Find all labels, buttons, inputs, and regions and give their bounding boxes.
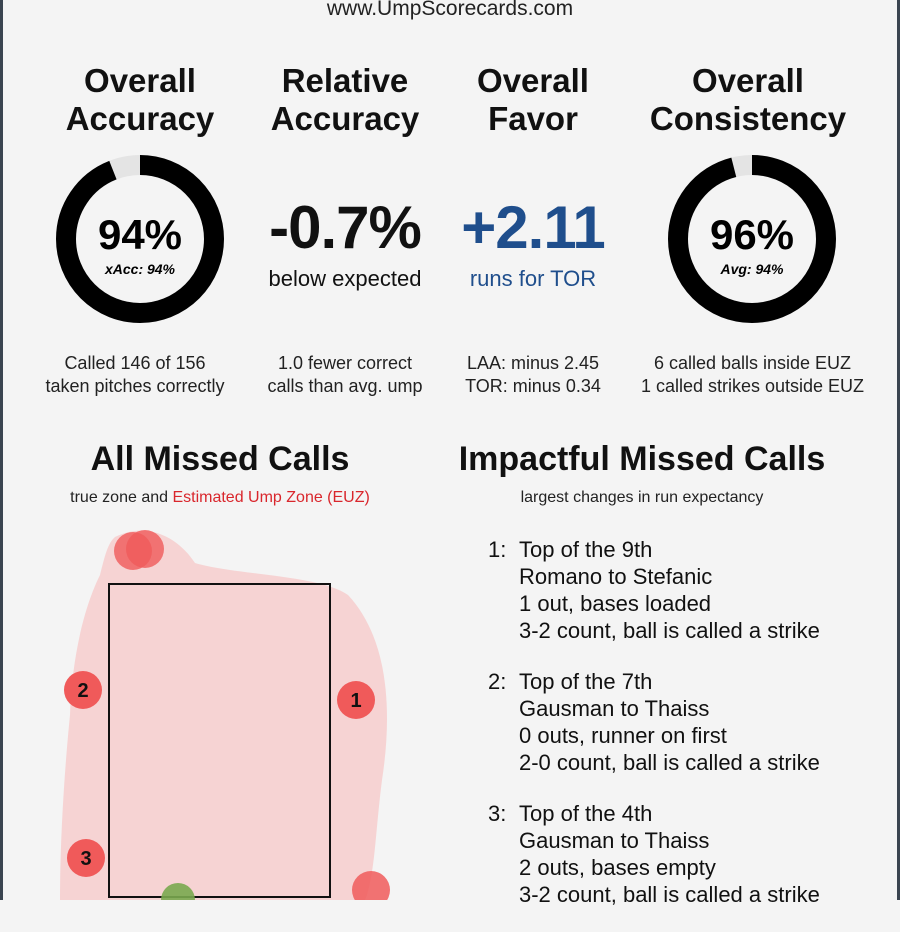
accuracy-ring: 94% xAcc: 94% (56, 155, 224, 323)
impactful-call: 2: Top of the 7th Gausman to Thaiss 0 ou… (488, 669, 820, 775)
right-border (897, 0, 900, 900)
impactful-call: 1: Top of the 9th Romano to Stefanic 1 o… (488, 537, 820, 643)
overall-favor-value: +2.11 (461, 194, 606, 261)
accuracy-ring-arc (56, 155, 224, 323)
impactful-call: 3: Top of the 4th Gausman to Thaiss 2 ou… (488, 801, 820, 907)
site-url[interactable]: www.UmpScorecards.com (326, 0, 574, 20)
relative-accuracy-value: -0.7% (269, 194, 422, 261)
overall-accuracy-title: Overall Accuracy (65, 62, 215, 137)
overall-favor-footnote: LAA: minus 2.45 TOR: minus 0.34 (465, 353, 601, 396)
relative-accuracy-footnote: 1.0 fewer correct calls than avg. ump (267, 353, 423, 396)
missed-call-marker (352, 871, 390, 900)
relative-accuracy-sub: below expected (268, 266, 422, 291)
missed-calls-plot: 1 2 3 (60, 530, 390, 900)
accuracy-footnote: Called 146 of 156 taken pitches correctl… (45, 353, 225, 396)
average-consistency: Avg: 94% (719, 261, 784, 277)
overall-favor-sub: runs for TOR (469, 266, 597, 291)
impactful-title: Impactful Missed Calls (458, 440, 826, 478)
overall-favor-title: Overall Favor (477, 62, 589, 137)
missed-call-marker-3: 3 (67, 839, 105, 877)
missed-call-marker-1: 1 (337, 681, 375, 719)
impactful-subtitle: largest changes in run expectancy (520, 489, 764, 506)
consistency-ring-arc (668, 155, 836, 323)
svg-text:1: 1 (350, 690, 361, 712)
relative-accuracy-title: Relative Accuracy (270, 62, 420, 137)
true-strike-zone (108, 583, 331, 898)
overall-consistency-title: Overall Consistency (649, 62, 847, 137)
consistency-value: 96% (710, 211, 794, 258)
missed-call-marker (126, 530, 164, 568)
impactful-calls-list: 1: Top of the 9th Romano to Stefanic 1 o… (488, 536, 820, 932)
missed-call-marker-2: 2 (64, 671, 102, 709)
missed-calls-title: All Missed Calls (90, 440, 350, 478)
accuracy-value: 94% (98, 211, 182, 258)
svg-text:3: 3 (80, 848, 91, 870)
euz-label: Estimated Ump Zone (EUZ) (172, 489, 370, 506)
expected-accuracy: xAcc: 94% (104, 261, 176, 277)
missed-calls-subtitle: true zone and Estimated Ump Zone (EUZ) (70, 489, 370, 506)
estimated-ump-zone (60, 530, 388, 900)
consistency-footnote: 6 called balls inside EUZ 1 called strik… (640, 353, 865, 396)
correct-call-marker (161, 883, 195, 900)
left-border (0, 0, 3, 900)
svg-text:2: 2 (77, 680, 88, 702)
consistency-ring: 96% Avg: 94% (668, 155, 836, 323)
